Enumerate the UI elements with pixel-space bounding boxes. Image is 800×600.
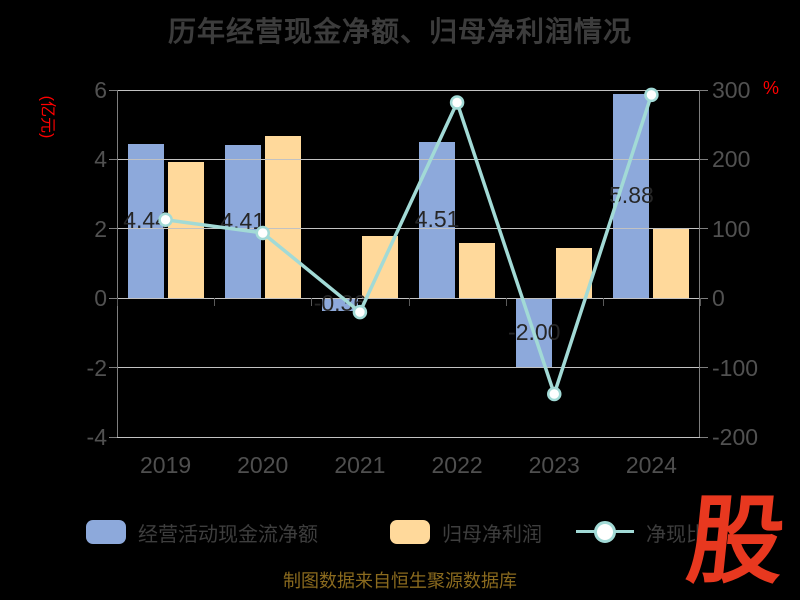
right-axis-tick bbox=[700, 228, 708, 230]
x-tick-label-2024: 2024 bbox=[625, 452, 677, 478]
x-tick-label-2020: 2020 bbox=[237, 452, 289, 478]
left-axis-line bbox=[117, 90, 118, 437]
x-axis-tick bbox=[117, 298, 118, 307]
left-axis-tick bbox=[109, 367, 117, 369]
legend-label: 经营活动现金流净额 bbox=[138, 523, 318, 546]
bar-net-profit-2019 bbox=[167, 162, 204, 299]
x-axis-tick bbox=[214, 298, 216, 307]
gu-logo: 股 bbox=[682, 488, 790, 595]
legend-label: 净现比 bbox=[646, 523, 706, 546]
right-axis-tick-label: 100 bbox=[712, 215, 751, 242]
x-tick-label-2022: 2022 bbox=[431, 452, 483, 478]
left-axis-tick-label: 6 bbox=[94, 77, 107, 103]
left-axis-tick bbox=[109, 228, 117, 230]
line-marker-icon bbox=[547, 386, 562, 402]
right-axis-tick bbox=[700, 367, 708, 369]
x-axis-tick bbox=[311, 298, 313, 307]
right-axis-tick-label: 0 bbox=[712, 285, 725, 312]
line-marker-icon bbox=[449, 95, 465, 110]
line-marker-icon bbox=[352, 304, 368, 320]
left-axis-tick bbox=[109, 297, 117, 299]
net-cash-ratio-line bbox=[158, 87, 659, 402]
x-tick-label-2019: 2019 bbox=[139, 452, 192, 478]
gridline bbox=[117, 367, 700, 369]
data-source-caption: 制图数据来自恒生聚源数据库 bbox=[283, 571, 517, 591]
gridline bbox=[117, 158, 700, 160]
bar-net-profit-2024 bbox=[653, 229, 690, 299]
right-axis-tick bbox=[700, 297, 708, 299]
bar-net-profit-2022 bbox=[459, 242, 496, 299]
gridline bbox=[117, 89, 700, 91]
legend-line-marker-icon bbox=[576, 519, 634, 545]
line-marker-icon bbox=[255, 225, 270, 241]
bar-operating-cash-flow-2019 bbox=[127, 144, 164, 299]
left-axis-tick-label: 0 bbox=[94, 285, 107, 312]
x-tick-label-2021: 2021 bbox=[334, 452, 386, 478]
left-axis-tick bbox=[109, 89, 117, 91]
line-marker-icon bbox=[644, 87, 659, 103]
gridline bbox=[117, 228, 700, 230]
left-axis-tick bbox=[109, 158, 117, 160]
legend-label: 归母净利润 bbox=[442, 523, 542, 546]
right-axis-unit: % bbox=[763, 78, 780, 98]
legend-item-net-cash-ratio: 净现比 bbox=[576, 518, 706, 546]
left-axis-tick-label: -4 bbox=[86, 424, 107, 450]
plot-area: 4.44 4.41 -0.36 4.51 -2.00 5.88 bbox=[117, 87, 700, 438]
right-axis-line bbox=[699, 90, 700, 437]
right-axis-tick bbox=[700, 436, 708, 438]
right-axis-tick bbox=[700, 89, 708, 91]
right-axis-tick-label: 200 bbox=[712, 146, 751, 173]
bar-operating-cash-flow-2020 bbox=[224, 145, 261, 299]
legend-swatch-orange bbox=[390, 520, 430, 544]
left-axis-tick-label: 4 bbox=[94, 146, 107, 173]
right-axis-tick-label: 300 bbox=[712, 77, 751, 103]
line-marker-icon bbox=[158, 212, 173, 228]
x-axis-tick bbox=[700, 298, 701, 307]
left-axis-tick-label: -2 bbox=[86, 354, 107, 381]
bar-value-label: 4.51 bbox=[414, 205, 460, 232]
right-axis-tick-label: -100 bbox=[712, 354, 759, 381]
right-axis-tick bbox=[700, 158, 708, 160]
x-axis-tick bbox=[505, 298, 507, 307]
legend-item-operating-cash-flow: 经营活动现金流净额 bbox=[86, 518, 318, 546]
left-axis-tick-label: 2 bbox=[94, 215, 107, 242]
x-axis-tick bbox=[408, 298, 410, 307]
right-axis-tick-label: -200 bbox=[712, 424, 759, 450]
chart-title: 历年经营现金净额、归母净利润情况 bbox=[167, 16, 632, 47]
left-axis-tick bbox=[109, 436, 117, 438]
x-axis-tick bbox=[602, 298, 604, 307]
x-tick-label-2023: 2023 bbox=[528, 452, 580, 478]
bar-net-profit-2020 bbox=[264, 135, 301, 299]
legend-item-net-profit: 归母净利润 bbox=[390, 518, 542, 546]
legend-swatch-blue bbox=[86, 520, 126, 544]
gridline bbox=[117, 436, 700, 438]
